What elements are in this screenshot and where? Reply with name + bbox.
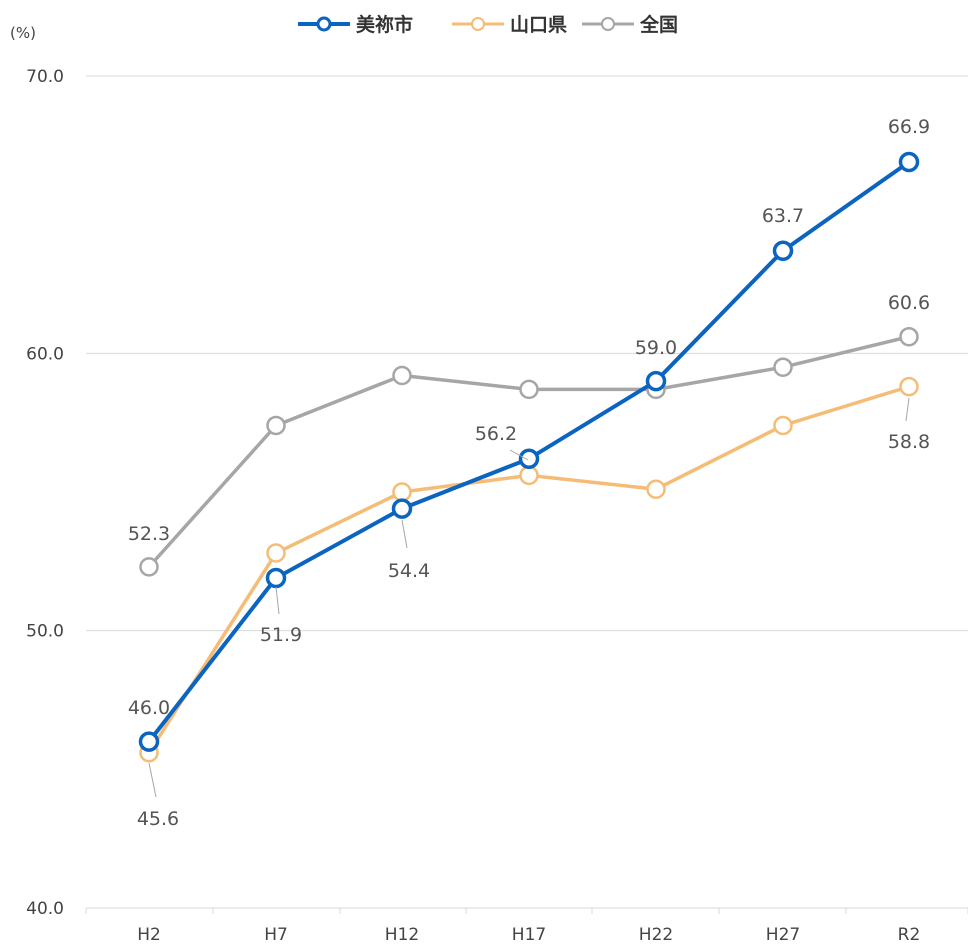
legend-swatch-marker [601,17,615,31]
y-tick-label: 40.0 [26,899,64,919]
y-tick-label: 70.0 [26,67,64,87]
data-point [773,415,793,436]
data-point [772,240,794,261]
data-point [645,370,667,392]
series-2 [139,326,919,577]
x-axis [85,907,968,914]
data-label: 51.9 [260,624,302,646]
data-point [518,448,540,469]
legend-swatch-marker [471,17,485,31]
x-tick-label: H2 [137,925,161,945]
data-point [266,415,286,436]
label-leader [905,397,910,422]
legend-item: 全国 [582,13,678,36]
y-tick-label: 50.0 [26,622,64,642]
data-label: 46.0 [128,697,170,719]
data-point [899,376,919,397]
data-label: 52.3 [128,523,170,545]
data-point [139,557,159,577]
data-label: 45.6 [137,808,179,830]
data-point [898,151,920,173]
series [138,151,920,763]
data-point [519,465,539,486]
label-leader [275,586,280,615]
label-leader [148,762,157,798]
legend: 美祢市 山口県 全国 [298,13,678,36]
y-axis-tick-labels: 40.0 50.0 60.0 70.0 [26,67,64,919]
data-label: 59.0 [635,337,677,359]
x-tick-label: H12 [385,925,419,945]
series-1 [139,376,919,763]
data-label: 60.6 [888,292,930,314]
data-point [392,365,412,386]
data-point [899,326,919,347]
data-point [392,482,412,502]
legend-swatch-marker [316,16,332,32]
data-point [266,543,286,563]
x-axis-tick-labels: H2 H7 H12 H17 H22 H27 R2 [137,925,920,945]
legend-item: 山口県 [452,14,567,36]
legend-item: 美祢市 [298,13,413,36]
data-point [265,567,287,589]
data-label: 58.8 [888,431,930,453]
label-leader [509,449,529,461]
data-label: 66.9 [888,116,930,138]
data-point [773,357,793,377]
legend-label: 美祢市 [356,13,413,36]
x-tick-label: H27 [766,925,800,945]
x-tick-label: H7 [264,925,288,945]
data-point [519,379,539,400]
y-tick-label: 60.0 [26,344,64,364]
series-0 [138,151,920,752]
x-tick-label: R2 [898,925,921,945]
data-label: 63.7 [762,205,804,227]
label-leader [401,519,408,549]
x-tick-label: H17 [512,925,546,945]
data-labels: 46.0 51.9 54.4 56.2 59.0 63.7 66.9 45.6 58.8 52.3… [128,116,930,830]
data-label: 54.4 [388,560,430,582]
data-point [391,498,413,519]
data-label-leaders [148,397,910,798]
data-label: 56.2 [475,423,517,445]
data-point [138,731,160,752]
legend-label: 山口県 [510,14,567,36]
x-tick-label: H22 [639,925,673,945]
data-point [646,479,666,499]
legend-label: 全国 [639,13,678,36]
y-unit-label: (%) [10,24,36,42]
